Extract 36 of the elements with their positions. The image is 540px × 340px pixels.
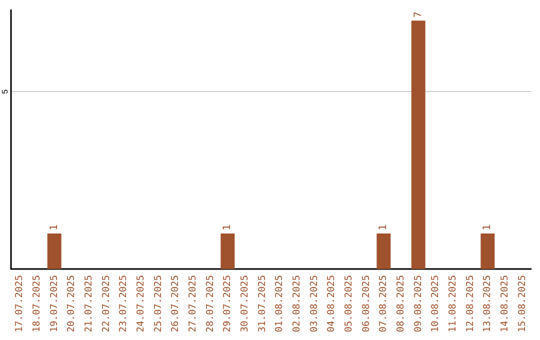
x-tick-label: 02.08.2025	[292, 275, 302, 332]
x-tick-label: 30.07.2025	[240, 275, 250, 332]
x-tick-label: 10.08.2025	[430, 275, 442, 332]
data-label: 1	[222, 224, 234, 231]
x-tick-label: 21.07.2025	[84, 275, 94, 332]
x-tick-label: 05.08.2025	[344, 275, 354, 332]
x-tick-label: 27.07.2025	[188, 275, 198, 332]
x-tick-label: 31.07.2025	[256, 275, 268, 332]
x-tick-label: 25.07.2025	[152, 275, 164, 332]
x-tick-label: 06.08.2025	[360, 275, 372, 332]
x-tick-label: 22.07.2025	[100, 275, 112, 332]
x-tick-label: 19.07.2025	[48, 275, 60, 332]
x-tick-label: 17.07.2025	[14, 275, 26, 332]
data-label: 1	[378, 224, 390, 231]
data-label: 1	[482, 224, 494, 231]
x-tick-label: 01.08.2025	[274, 275, 286, 332]
x-tick-label: 08.08.2025	[396, 275, 406, 332]
x-tick-label: 24.07.2025	[136, 275, 146, 332]
x-tick-label: 23.07.2025	[118, 275, 130, 332]
data-label: 1	[48, 224, 60, 231]
x-tick-label: 18.07.2025	[32, 275, 42, 332]
x-tick-label: 20.07.2025	[66, 275, 78, 332]
x-tick-label: 15.08.2025	[516, 275, 528, 332]
y-tick-label: 5	[0, 88, 10, 94]
data-label: 7	[412, 12, 424, 18]
x-tick-label: 04.08.2025	[326, 275, 338, 332]
x-tick-label: 28.07.2025	[204, 275, 216, 332]
x-tick-label: 14.08.2025	[500, 275, 510, 332]
x-tick-label: 07.08.2025	[378, 275, 390, 332]
x-tick-label: 09.08.2025	[412, 275, 424, 332]
x-tick-label: 12.08.2025	[464, 275, 476, 332]
x-tick-label: 13.08.2025	[482, 275, 494, 332]
x-tick-label: 11.08.2025	[448, 275, 458, 332]
x-tick-label: 29.07.2025	[222, 275, 234, 332]
x-tick-label: 03.08.2025	[308, 275, 320, 332]
x-tick-label: 26.07.2025	[170, 275, 182, 332]
